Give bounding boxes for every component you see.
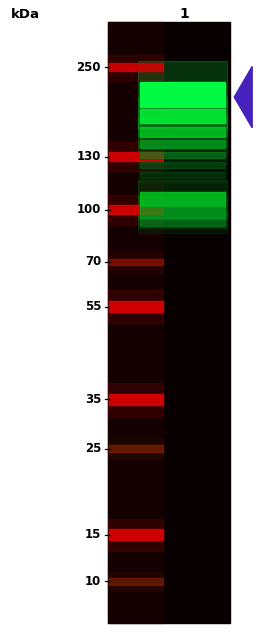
Text: 250: 250: [77, 61, 101, 73]
Bar: [108, 383, 163, 416]
Text: 10: 10: [85, 575, 101, 588]
Bar: [140, 206, 225, 218]
Bar: [108, 54, 163, 79]
Bar: [138, 196, 227, 228]
Bar: [108, 22, 163, 623]
Bar: [108, 290, 163, 323]
Bar: [138, 180, 227, 219]
Bar: [109, 63, 163, 71]
Text: kDa: kDa: [11, 8, 40, 20]
Bar: [108, 22, 230, 623]
Text: 25: 25: [85, 442, 101, 455]
Bar: [108, 519, 163, 551]
Bar: [109, 301, 163, 312]
Bar: [140, 140, 225, 148]
Text: 100: 100: [77, 203, 101, 216]
Bar: [109, 259, 163, 265]
Bar: [140, 162, 225, 167]
Text: 70: 70: [85, 256, 101, 268]
Bar: [109, 529, 163, 541]
Text: 55: 55: [85, 300, 101, 313]
Text: 1: 1: [179, 7, 189, 21]
Bar: [140, 192, 225, 206]
Bar: [138, 146, 227, 164]
Bar: [140, 219, 225, 226]
Bar: [140, 82, 225, 107]
Polygon shape: [234, 66, 252, 128]
Bar: [109, 394, 163, 405]
Bar: [140, 109, 225, 123]
Bar: [108, 439, 163, 458]
Bar: [108, 572, 163, 591]
Bar: [138, 133, 227, 155]
Bar: [138, 212, 227, 233]
Bar: [138, 157, 227, 173]
Bar: [108, 252, 163, 272]
Bar: [109, 204, 163, 214]
Bar: [109, 445, 163, 452]
Bar: [140, 127, 225, 137]
Bar: [108, 142, 163, 171]
Bar: [109, 578, 163, 585]
Bar: [138, 61, 227, 128]
Bar: [109, 151, 163, 161]
Bar: [140, 152, 225, 158]
Text: 35: 35: [85, 393, 101, 406]
Bar: [138, 167, 227, 183]
Bar: [108, 195, 163, 224]
Bar: [138, 96, 227, 136]
Bar: [138, 118, 227, 146]
Bar: [140, 173, 225, 178]
Text: 15: 15: [85, 528, 101, 541]
Text: 130: 130: [77, 150, 101, 163]
